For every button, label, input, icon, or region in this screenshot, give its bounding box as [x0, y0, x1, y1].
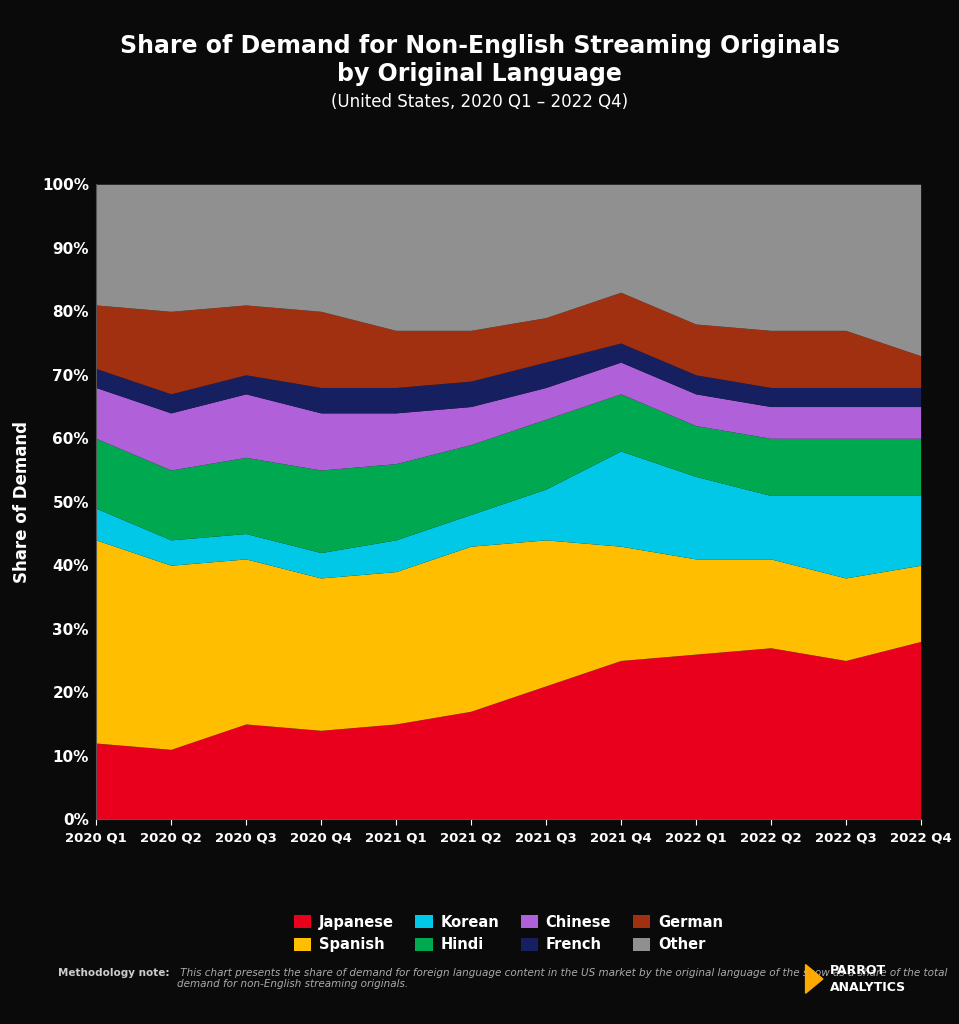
Text: (United States, 2020 Q1 – 2022 Q4): (United States, 2020 Q1 – 2022 Q4): [331, 93, 628, 112]
Legend: Japanese, Spanish, Korean, Hindi, Chinese, French, German, Other: Japanese, Spanish, Korean, Hindi, Chines…: [288, 909, 729, 958]
Text: Methodology note:: Methodology note:: [58, 968, 169, 978]
Text: by Original Language: by Original Language: [337, 61, 622, 86]
Text: This chart presents the share of demand for foreign language content in the US m: This chart presents the share of demand …: [177, 968, 947, 989]
Text: PARROT
ANALYTICS: PARROT ANALYTICS: [830, 964, 905, 994]
Y-axis label: Share of Demand: Share of Demand: [12, 421, 31, 583]
Text: Share of Demand for Non-English Streaming Originals: Share of Demand for Non-English Streamin…: [120, 34, 839, 58]
